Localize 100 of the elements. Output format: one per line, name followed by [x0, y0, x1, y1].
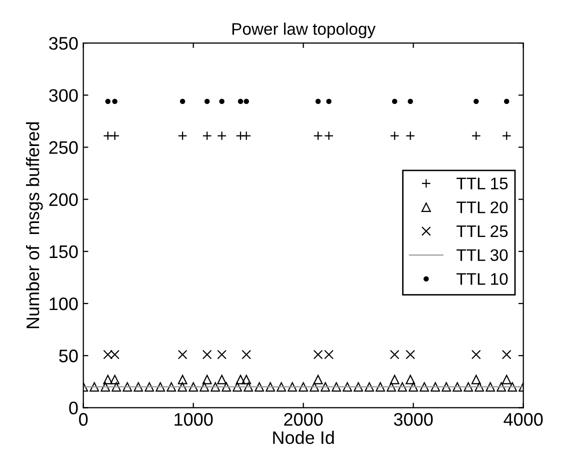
- y-tick-label: 100: [50, 297, 78, 310]
- point: [242, 374, 252, 384]
- y-tick-label: 0: [69, 402, 78, 414]
- point: [242, 350, 252, 360]
- x-tick-label: 1000: [174, 413, 213, 426]
- point: [390, 374, 400, 384]
- point: [342, 382, 352, 392]
- legend-label: TTL 30: [456, 249, 508, 262]
- point: [310, 382, 320, 392]
- chart-title: Power law topology: [232, 22, 376, 38]
- point: [313, 374, 323, 384]
- point: [288, 382, 298, 392]
- point: [390, 350, 400, 360]
- point: [103, 374, 113, 384]
- point: [406, 131, 416, 140]
- y-tick-label: 250: [49, 141, 78, 154]
- point: [219, 98, 224, 104]
- point: [354, 382, 364, 392]
- point: [386, 382, 396, 392]
- point: [408, 382, 418, 392]
- point: [254, 382, 264, 392]
- point: [156, 382, 166, 392]
- point: [390, 131, 400, 140]
- point: [504, 98, 510, 104]
- point: [202, 350, 212, 360]
- point: [110, 374, 120, 384]
- point: [236, 374, 246, 384]
- point: [266, 382, 276, 392]
- point: [502, 131, 512, 140]
- point: [324, 131, 334, 140]
- point: [313, 131, 323, 140]
- point: [112, 98, 118, 104]
- point: [471, 374, 481, 384]
- point: [332, 382, 342, 392]
- legend-label: TTL 10: [456, 273, 508, 285]
- y-tick-label: 150: [50, 245, 78, 258]
- y-tick-label: 200: [49, 193, 78, 206]
- point: [200, 382, 210, 392]
- point: [122, 382, 132, 392]
- point: [276, 382, 286, 392]
- point: [238, 98, 244, 104]
- point: [320, 382, 330, 392]
- point: [244, 382, 254, 392]
- point: [502, 350, 512, 360]
- point: [144, 382, 154, 392]
- point: [392, 98, 398, 104]
- x-tick-label: 4000: [504, 413, 543, 426]
- point: [210, 382, 220, 392]
- point: [442, 382, 452, 392]
- point: [508, 382, 518, 392]
- point: [244, 98, 250, 104]
- y-tick-label: 350: [49, 36, 78, 50]
- legend-label: TTL 25: [456, 225, 508, 238]
- x-tick-label: 3000: [394, 413, 433, 426]
- y-tick-label: 50: [59, 350, 78, 362]
- point: [217, 350, 227, 360]
- point: [315, 98, 321, 104]
- point: [222, 382, 232, 392]
- legend-label: TTL 15: [456, 178, 508, 190]
- legend-label: TTL 20: [456, 201, 508, 214]
- point: [178, 350, 188, 360]
- point: [178, 382, 188, 392]
- point: [452, 382, 462, 392]
- point: [406, 350, 416, 360]
- point: [112, 382, 122, 392]
- point: [166, 382, 176, 392]
- point: [178, 374, 188, 384]
- point: [474, 98, 479, 104]
- point: [408, 98, 414, 104]
- point: [376, 382, 386, 392]
- point: [430, 382, 440, 392]
- point: [474, 382, 484, 392]
- point: [471, 131, 481, 140]
- point: [178, 131, 188, 140]
- x-tick-label: 2000: [284, 413, 323, 426]
- point: [298, 382, 308, 392]
- point: [326, 98, 332, 104]
- x-tick-label: 0: [79, 413, 88, 426]
- point: [406, 374, 416, 384]
- point: [398, 382, 408, 392]
- point: [217, 374, 227, 384]
- point: [180, 98, 186, 104]
- point: [202, 131, 212, 140]
- point: [364, 382, 374, 392]
- point: [134, 382, 144, 392]
- point: [502, 374, 512, 384]
- point: [486, 382, 496, 392]
- point: [202, 374, 212, 384]
- point: [100, 382, 110, 392]
- point: [464, 382, 474, 392]
- point: [204, 98, 210, 104]
- point: [471, 350, 481, 360]
- point: [188, 382, 198, 392]
- point: [420, 382, 430, 392]
- point: [232, 382, 242, 392]
- point: [496, 382, 506, 392]
- y-tick-label: 300: [49, 89, 78, 102]
- x-axis-title: Node Id: [273, 430, 334, 444]
- point: [105, 98, 111, 104]
- y-axis-title: Number of msgs buffered: [26, 122, 43, 328]
